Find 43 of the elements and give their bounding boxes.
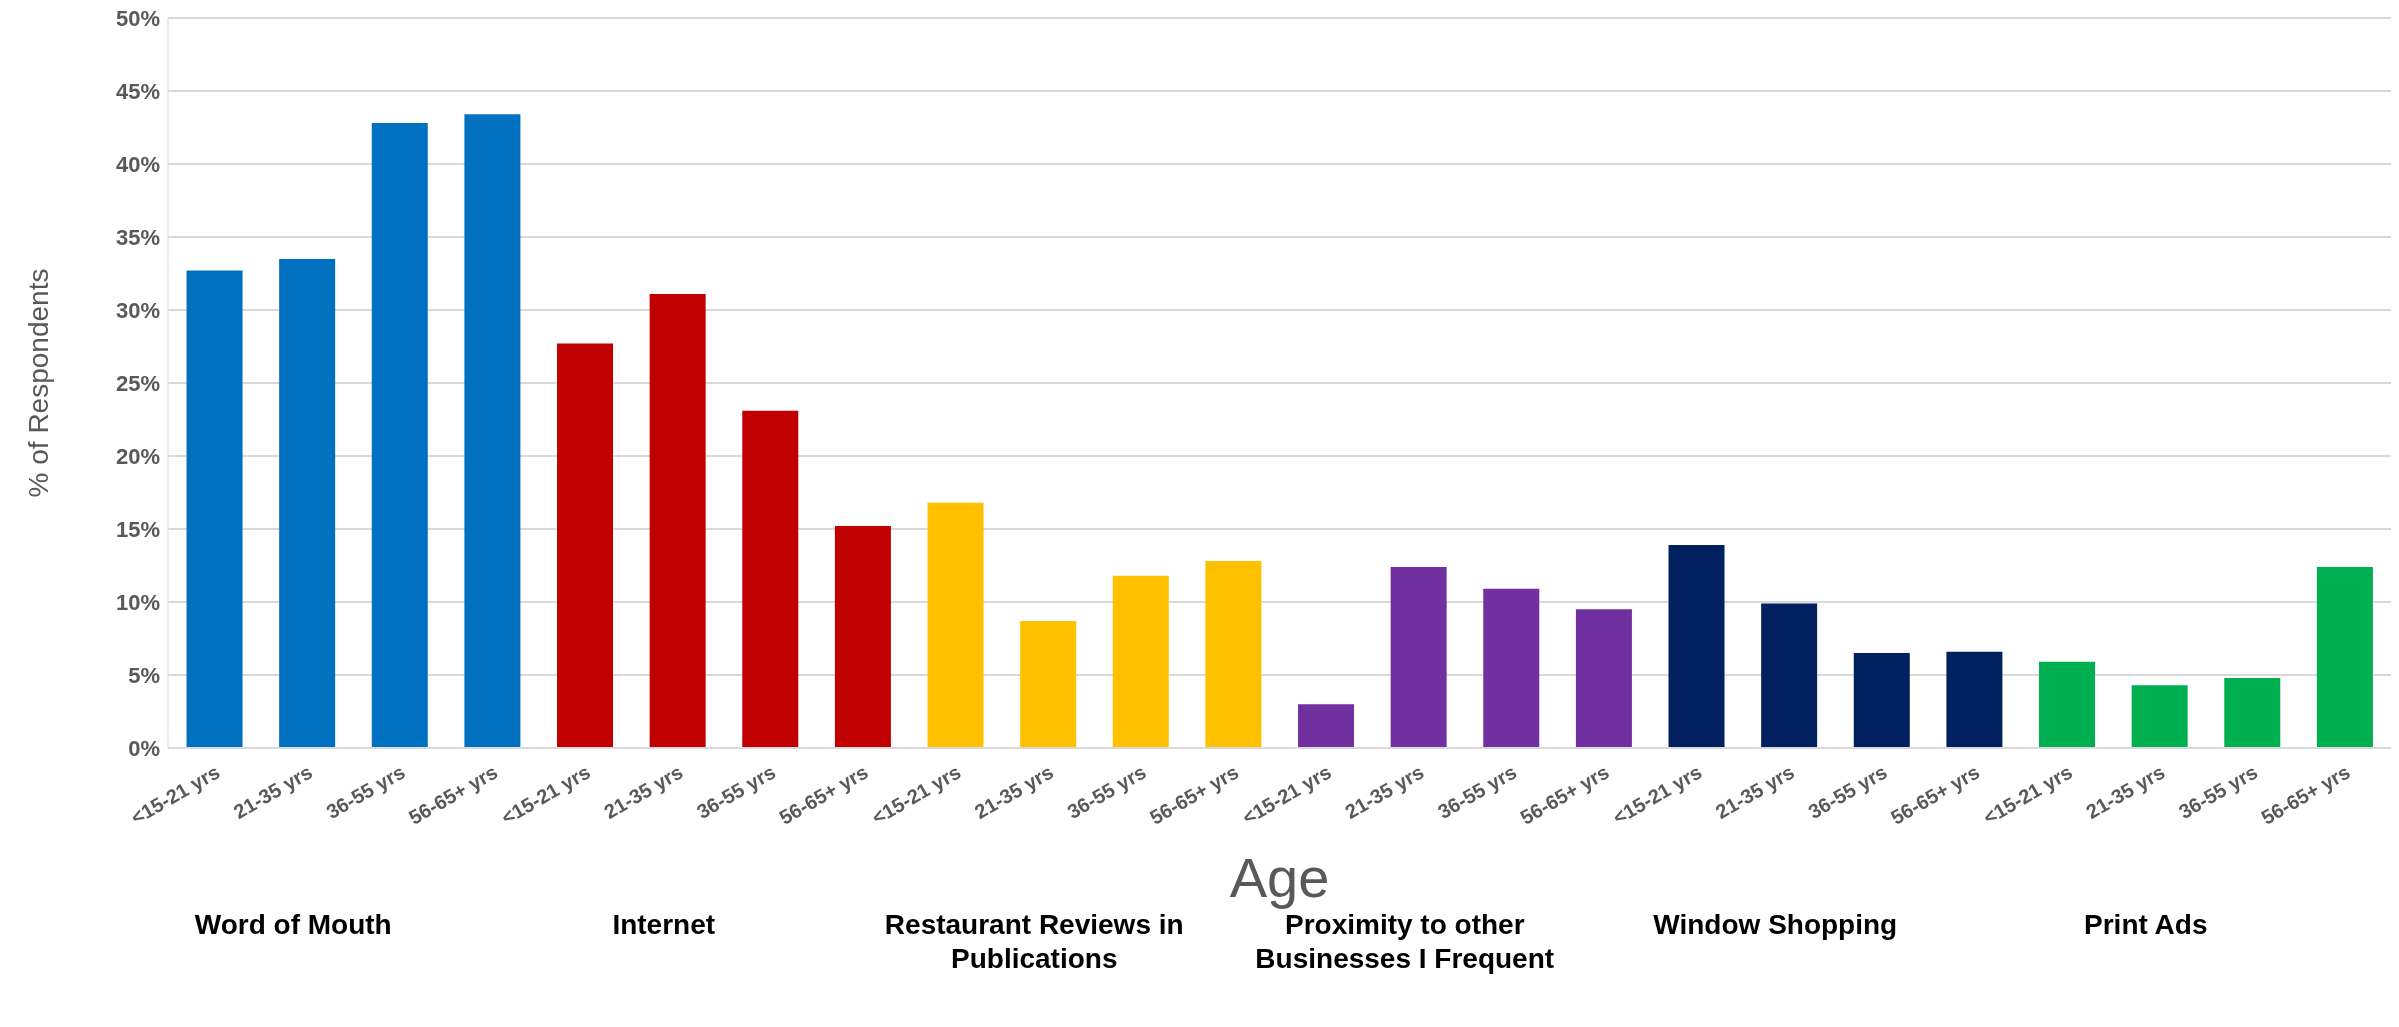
y-tick-label: 0% <box>128 735 160 761</box>
bar <box>464 114 521 748</box>
text: Print Ads <box>2083 908 2209 942</box>
text: Restaurant Reviews in Publications <box>883 908 1185 976</box>
y-tick-label: 40% <box>115 151 160 177</box>
y-tick-label: 10% <box>115 589 160 615</box>
y-tick-label: 25% <box>115 370 160 396</box>
bar <box>927 502 984 748</box>
bar <box>1483 588 1540 748</box>
bar <box>1575 609 1632 748</box>
bar <box>2131 685 2188 748</box>
y-tick-label: 50% <box>115 5 160 31</box>
bar <box>1853 653 1910 748</box>
y-tick-label: 15% <box>115 516 160 542</box>
bar <box>371 123 428 748</box>
bar <box>1298 704 1355 748</box>
bar <box>1112 575 1169 748</box>
bar <box>649 293 706 748</box>
y-tick-label: 30% <box>115 297 160 323</box>
y-axis-title: % of Respondents <box>22 268 54 498</box>
bar <box>557 343 614 748</box>
y-tick-label: 20% <box>115 443 160 469</box>
bar <box>1946 651 2003 748</box>
bar <box>279 258 336 748</box>
y-tick-label: 5% <box>128 662 160 688</box>
text: Window Shopping <box>1652 908 1899 942</box>
bar <box>1668 545 1725 748</box>
bar <box>1761 603 1818 748</box>
bar <box>834 526 891 748</box>
y-tick-label: 35% <box>115 224 160 250</box>
bar <box>2316 566 2373 748</box>
bar <box>1205 561 1262 748</box>
bar <box>742 410 799 748</box>
text: Proximity to other Businesses I Frequent <box>1254 909 1556 976</box>
bar <box>2039 661 2096 748</box>
bar <box>1390 566 1447 748</box>
y-tick-label: 45% <box>115 78 160 104</box>
x-axis-title: Age <box>1228 846 1331 909</box>
bar <box>1020 620 1077 748</box>
bar <box>2224 677 2281 748</box>
bar <box>186 270 243 748</box>
text: Word of Mouth <box>193 908 393 942</box>
text: Internet <box>611 908 717 942</box>
